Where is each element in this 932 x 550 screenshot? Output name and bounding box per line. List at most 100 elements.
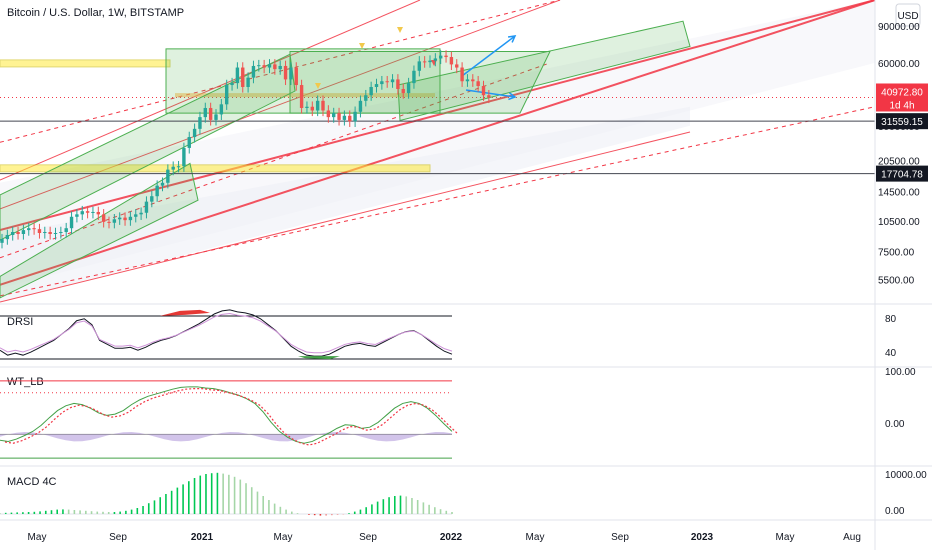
candle-body [294,67,298,86]
candle-body [283,65,288,80]
candle-body [422,61,427,63]
candle [449,51,454,71]
candle-body [53,232,58,234]
indicator-tick-label: 10000.00 [885,470,927,481]
candle [0,233,4,249]
time-axis[interactable]: May Sep 2021 May Sep 2022 May Sep 2023 May Aug [28,532,861,543]
price-tick-label: 14500.00 [878,188,920,199]
highlight-zone [0,59,171,68]
candle [59,226,63,239]
currency-label: USD [897,11,918,22]
candle [487,89,491,104]
candle [85,205,90,219]
candle-body [433,58,438,61]
candle [53,227,58,240]
candle [283,60,288,86]
candle-body [342,115,347,120]
price-tick-label: 20500.00 [878,156,920,167]
candle-body [332,113,336,118]
candle [294,62,298,91]
candle [91,206,95,219]
time-tick-label: May [28,532,47,543]
drawing-layer [0,0,876,303]
candle-body [187,137,191,148]
candle [182,142,186,172]
candle-body [75,214,79,217]
candle-body [310,106,314,111]
signal-marker [359,43,365,49]
candle-body [273,64,277,70]
candle [406,77,411,99]
candle-body [241,67,245,87]
candle [439,50,443,65]
candle [251,60,256,84]
candle-body [16,232,20,234]
candle-body [118,217,122,220]
channel-line [0,131,691,303]
time-tick-label: May [776,532,795,543]
drsi-signal-line [0,313,453,354]
price-level-tag [876,165,928,182]
candle [166,164,170,189]
candle [315,95,320,117]
last-price-countdown: 1d 4h [889,100,914,111]
candle [273,59,277,75]
candle-body [476,81,480,87]
channel-band-lower [0,106,690,302]
price-tick-label: 10500.00 [878,217,920,228]
candle [214,109,218,126]
indicator-pane: WT_LB 100.00 0.00 [0,367,916,459]
candle-body [471,79,475,82]
highlight-zone [175,93,435,98]
candle [160,177,165,192]
candle-body [460,67,464,82]
candle [396,74,400,95]
candle [342,110,347,126]
candle-body [246,77,250,87]
candle-body [69,216,74,229]
candle [401,83,405,99]
candle [358,95,363,118]
candle-body [390,79,395,83]
candle [417,56,421,77]
candle [267,59,272,74]
arrow-head [507,35,517,43]
indicator-tick-label: 0.00 [885,419,905,430]
candle-body [64,228,68,233]
candle-body [417,61,421,71]
candle-body [251,65,256,78]
wt-signal-line [4,387,458,446]
candle [21,224,26,240]
candle-body [358,100,363,112]
candle-body [144,201,149,213]
candle [412,65,416,89]
candle-body [412,70,416,84]
candle [101,209,106,228]
candle [198,111,202,135]
candle [48,226,52,240]
candle-body [487,95,491,98]
candle [380,75,384,90]
candle [460,62,464,87]
candle [471,74,475,87]
candle [176,160,181,173]
candle [476,75,480,92]
candle [481,80,486,101]
time-tick-label: May [274,532,293,543]
candle [43,226,47,239]
candle [219,99,224,121]
candle-body [315,100,320,111]
candle-body [444,55,448,58]
candle-body [91,211,95,213]
candle [321,95,325,117]
price-axis[interactable]: 90000.0060000.0030000.0020500.0014500.00… [878,22,920,287]
candle [246,72,250,93]
indicator-panes: DRSI 80 40 WT_LB 100.00 0.00 MACD 4C 10000.00 0.… [0,309,927,517]
currency-badge[interactable]: USD [895,3,921,27]
candlestick-series [0,50,491,249]
candle [230,77,234,91]
channel-line [0,0,876,232]
candle-body [289,67,293,80]
candle [289,62,293,86]
